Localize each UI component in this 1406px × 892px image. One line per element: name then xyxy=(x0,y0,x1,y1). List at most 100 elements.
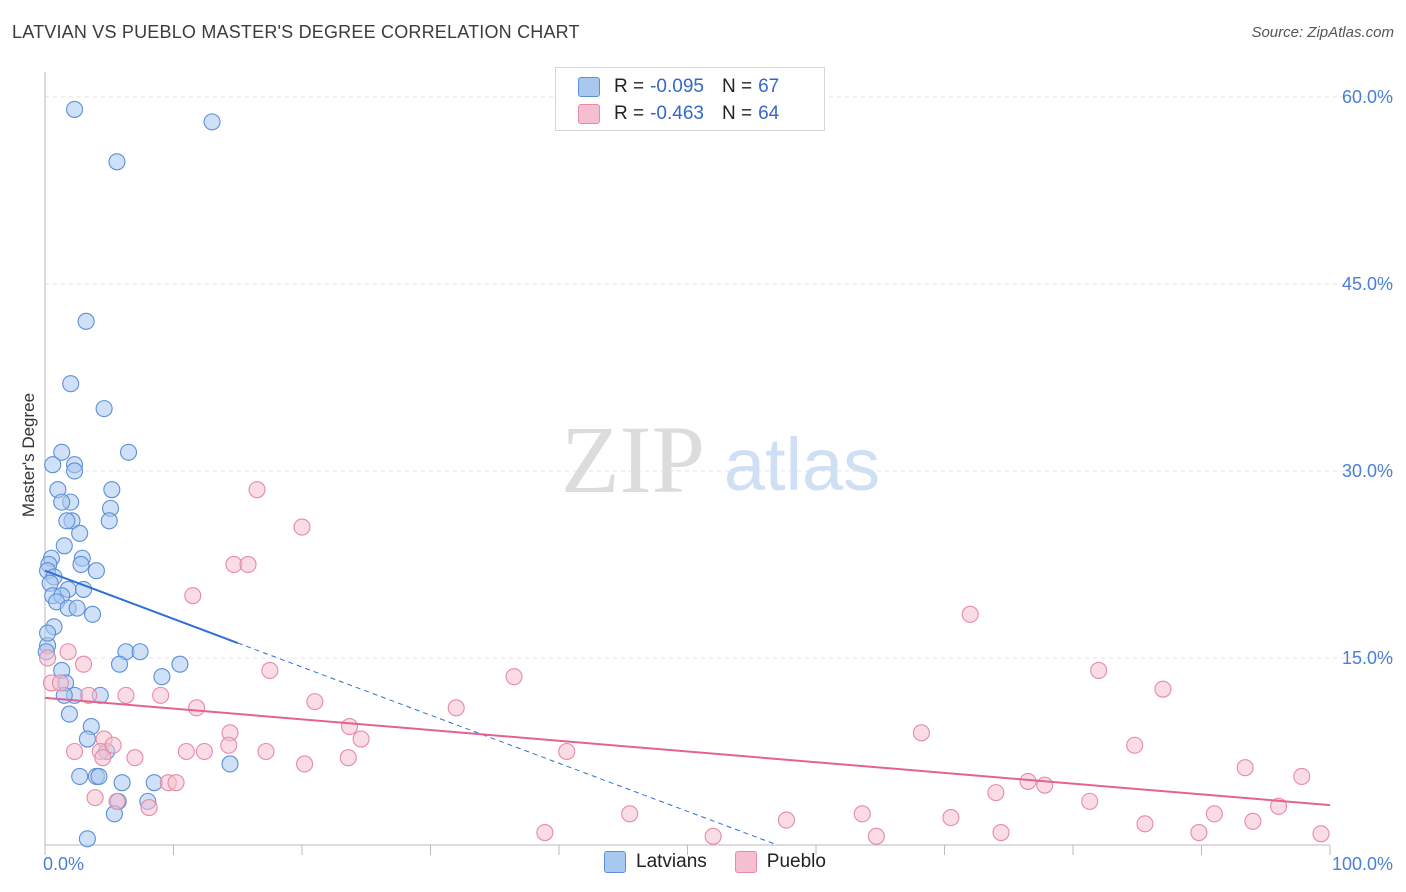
watermark-atlas: atlas xyxy=(724,423,880,506)
pueblo-point xyxy=(296,755,314,773)
source-label: Source: ZipAtlas.com xyxy=(1251,24,1394,41)
latvians-point xyxy=(103,481,121,499)
pueblo-point xyxy=(339,749,357,767)
latvians-points xyxy=(37,100,239,848)
legend-row-latvians: R = -0.095 N = 67 xyxy=(578,75,779,99)
watermark-zip: ZIP xyxy=(561,406,705,513)
latvians-trend-line xyxy=(44,569,239,644)
x-tick-label: 100.0% xyxy=(1332,854,1393,874)
pueblo-point xyxy=(188,699,206,717)
pueblo-point xyxy=(293,518,311,536)
latvians-swatch xyxy=(578,77,600,97)
pueblo-point xyxy=(257,742,275,761)
latvians-swatch xyxy=(604,851,626,873)
pueblo-point xyxy=(621,805,639,823)
stats-legend: R = -0.095 N = 67 R = -0.463 N = 64 xyxy=(555,67,825,131)
legend-n-value: 64 xyxy=(758,103,780,124)
pueblo-point xyxy=(152,686,170,704)
latvians-point xyxy=(72,555,90,574)
legend-item-pueblo[interactable]: Pueblo xyxy=(734,851,826,873)
latvians-point xyxy=(53,493,71,511)
latvians-point xyxy=(110,655,129,673)
pueblo-point xyxy=(140,799,158,817)
latvians-point xyxy=(71,767,89,785)
latvians-point xyxy=(153,668,171,686)
pueblo-point xyxy=(1090,661,1108,680)
pueblo-point xyxy=(261,661,279,680)
pueblo-point xyxy=(536,823,554,842)
latvians-point xyxy=(60,705,78,723)
pueblo-point xyxy=(239,555,257,574)
legend-label-pueblo: Pueblo xyxy=(766,851,826,872)
chart-title: LATVIAN VS PUEBLO MASTER'S DEGREE CORREL… xyxy=(12,22,580,42)
legend-r-value: -0.463 xyxy=(650,103,704,124)
latvians-point xyxy=(71,524,89,542)
pueblo-point xyxy=(1236,759,1254,777)
pueblo-point xyxy=(86,789,104,807)
tick-labels: 15.0% 30.0% 45.0% 60.0% 0.0% 100.0% xyxy=(43,87,1393,874)
latvians-point xyxy=(77,312,95,330)
x-tick-label: 0.0% xyxy=(43,854,84,874)
legend-n-label: N = xyxy=(721,103,753,124)
pueblo-swatch xyxy=(578,104,600,124)
pueblo-point xyxy=(108,792,126,810)
latvians-trend-extension xyxy=(237,642,778,846)
pueblo-point xyxy=(51,674,69,692)
pueblo-point xyxy=(195,742,213,761)
latvians-point xyxy=(83,605,102,623)
pueblo-point xyxy=(117,686,135,704)
latvians-point xyxy=(66,462,84,480)
pueblo-point xyxy=(942,809,960,827)
pueblo-point xyxy=(992,823,1010,842)
latvians-point xyxy=(171,655,189,673)
latvians-point xyxy=(95,400,113,418)
pueblo-point xyxy=(248,481,266,499)
legend-r-label: R = xyxy=(614,103,645,124)
pueblo-point xyxy=(1019,772,1037,790)
pueblo-point xyxy=(558,742,576,761)
pueblo-point xyxy=(167,774,185,792)
latvians-point xyxy=(131,643,149,661)
legend-n-label: N = xyxy=(721,76,753,97)
pueblo-point xyxy=(1312,825,1330,843)
pueblo-point xyxy=(505,668,523,686)
pueblo-point xyxy=(867,827,885,845)
latvians-point xyxy=(90,767,108,785)
pueblo-point xyxy=(59,643,77,661)
pueblo-point xyxy=(80,686,98,704)
pueblo-points xyxy=(39,481,1330,845)
pueblo-point xyxy=(220,736,238,754)
latvians-point xyxy=(78,730,96,748)
pueblo-point xyxy=(1136,815,1154,833)
y-tick-label: 45.0% xyxy=(1342,274,1393,294)
pueblo-point xyxy=(1244,812,1262,830)
latvians-point xyxy=(44,456,62,474)
latvians-point xyxy=(78,830,96,848)
pueblo-point xyxy=(66,742,84,761)
latvians-point xyxy=(87,562,105,580)
latvians-point xyxy=(55,537,73,555)
latvians-point xyxy=(75,580,93,598)
y-tick-label: 30.0% xyxy=(1342,461,1393,481)
pueblo-point xyxy=(447,699,465,717)
pueblo-point xyxy=(340,718,359,736)
latvians-point xyxy=(68,599,86,617)
pueblo-point xyxy=(1126,736,1144,754)
pueblo-point xyxy=(1154,680,1172,698)
legend-r-label: R = xyxy=(614,76,645,97)
latvians-point xyxy=(203,113,221,131)
watermark: ZIP atlas xyxy=(561,406,880,513)
latvians-point xyxy=(100,512,118,530)
pueblo-point xyxy=(987,784,1005,802)
y-tick-label: 60.0% xyxy=(1342,87,1393,107)
latvians-point xyxy=(108,153,126,171)
pueblo-trend-line xyxy=(44,696,1331,807)
pueblo-point xyxy=(94,749,112,767)
pueblo-point xyxy=(306,693,324,711)
latvians-point xyxy=(119,443,138,461)
pueblo-point xyxy=(352,730,370,748)
pueblo-point xyxy=(126,749,144,767)
legend-item-latvians[interactable]: Latvians xyxy=(604,851,707,873)
latvians-point xyxy=(66,100,84,118)
